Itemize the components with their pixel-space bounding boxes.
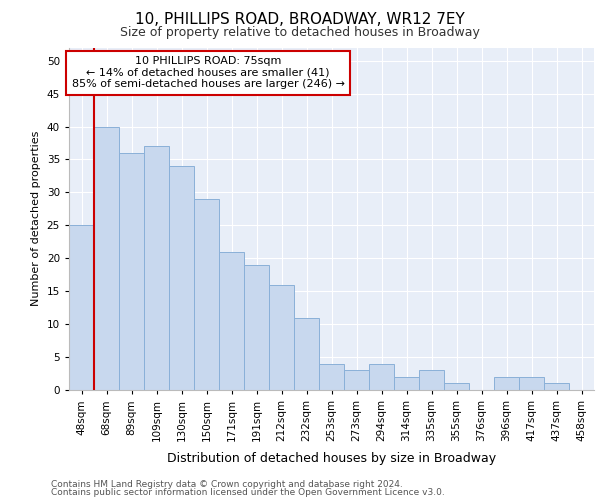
Bar [119,153,144,390]
Bar [269,284,294,390]
Bar [244,265,269,390]
Bar [544,384,569,390]
Bar [344,370,369,390]
Bar [319,364,344,390]
Bar [519,377,544,390]
Bar [194,199,219,390]
Bar [444,384,469,390]
Text: 10, PHILLIPS ROAD, BROADWAY, WR12 7EY: 10, PHILLIPS ROAD, BROADWAY, WR12 7EY [135,12,465,28]
Bar [394,377,419,390]
Text: 10 PHILLIPS ROAD: 75sqm
← 14% of detached houses are smaller (41)
85% of semi-de: 10 PHILLIPS ROAD: 75sqm ← 14% of detache… [71,56,344,90]
Bar [169,166,194,390]
Bar [219,252,244,390]
Text: Contains public sector information licensed under the Open Government Licence v3: Contains public sector information licen… [51,488,445,497]
Text: Contains HM Land Registry data © Crown copyright and database right 2024.: Contains HM Land Registry data © Crown c… [51,480,403,489]
Y-axis label: Number of detached properties: Number of detached properties [31,131,41,306]
Bar [419,370,444,390]
Bar [144,146,169,390]
Bar [69,226,94,390]
Bar [94,126,119,390]
Bar [494,377,519,390]
Bar [294,318,319,390]
X-axis label: Distribution of detached houses by size in Broadway: Distribution of detached houses by size … [167,452,496,466]
Bar [369,364,394,390]
Text: Size of property relative to detached houses in Broadway: Size of property relative to detached ho… [120,26,480,39]
